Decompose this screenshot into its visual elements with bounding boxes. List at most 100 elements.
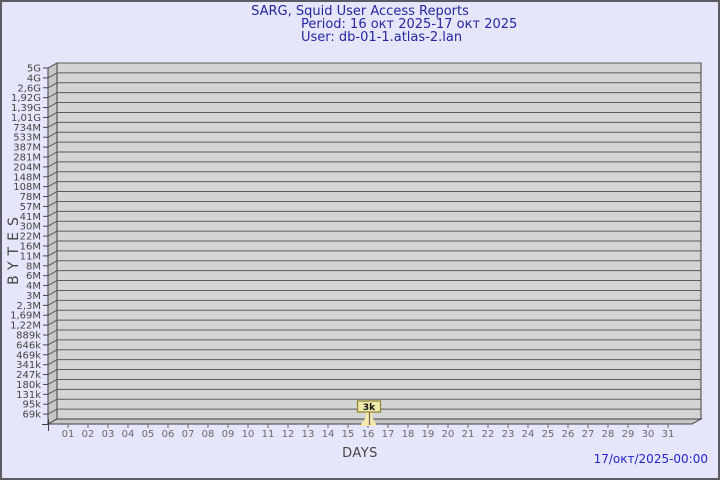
gridline-depth: [47, 201, 58, 207]
gridline-depth: [47, 329, 58, 336]
y-tick-label: 180k: [16, 380, 41, 391]
gridline-depth: [47, 270, 58, 277]
y-tick-label: 5G: [27, 64, 41, 75]
y-tick-label: 2,3M: [16, 301, 41, 312]
gridline-depth: [47, 250, 58, 257]
y-tick-label: 57M: [20, 202, 41, 213]
x-tick-label: 31: [662, 429, 675, 440]
gridline-depth: [47, 92, 58, 99]
y-tick-label: 4M: [26, 281, 41, 292]
report-user: User: db-01-1.atlas-2.lan: [301, 30, 463, 45]
gridline-depth: [47, 171, 58, 178]
y-tick-label: 533M: [13, 133, 41, 144]
x-tick-label: 17: [382, 429, 395, 440]
y-tick-label: 1,69M: [10, 311, 41, 322]
x-tick-label: 24: [522, 429, 535, 440]
gridline-depth: [47, 131, 58, 138]
x-tick-label: 22: [482, 429, 495, 440]
x-tick-label: 15: [342, 429, 355, 440]
x-tick-label: 08: [202, 429, 215, 440]
y-tick-label: 11M: [20, 251, 41, 262]
x-tick-label: 04: [122, 429, 135, 440]
y-tick-label: 78M: [20, 192, 41, 203]
y-tick-label: 1,92G: [11, 93, 41, 104]
gridline-depth: [47, 72, 58, 79]
gridline-depth: [47, 339, 58, 346]
y-tick-label: 148M: [13, 172, 41, 183]
gridline-depth: [47, 309, 58, 316]
y-tick-label: 2,6G: [17, 83, 41, 94]
gridline-depth: [47, 141, 58, 148]
gridline-depth: [47, 82, 58, 89]
gridline-depth: [47, 260, 58, 267]
x-tick-label: 12: [282, 429, 295, 440]
x-tick-label: 25: [542, 429, 555, 440]
y-tick-label: 387M: [13, 143, 41, 154]
y-tick-label: 469k: [16, 350, 41, 361]
gridline-depth: [47, 408, 58, 415]
x-tick-label: 27: [582, 429, 595, 440]
x-tick-label: 05: [142, 429, 155, 440]
x-tick-label: 26: [562, 429, 575, 440]
x-tick-label: 03: [102, 429, 115, 440]
gridline-depth: [47, 379, 58, 385]
y-tick-label: 247k: [16, 370, 41, 381]
x-tick-label: 07: [182, 429, 195, 440]
y-tick-label: 16M: [20, 242, 41, 253]
gridline-depth: [47, 210, 58, 217]
x-tick-label: 28: [602, 429, 615, 440]
gridline-depth: [47, 181, 58, 188]
gridline-depth: [47, 369, 58, 375]
x-tick-label: 10: [242, 429, 255, 440]
x-tick-label: 02: [82, 429, 95, 440]
gridline-depth: [47, 349, 58, 356]
x-tick-label: 30: [642, 429, 655, 440]
x-tick-label: 14: [322, 429, 335, 440]
bar-day-16: [360, 412, 377, 426]
generated-timestamp: 17/окт/2025-00:00: [593, 452, 708, 466]
report-period: Period: 16 окт 2025-17 окт 2025: [301, 17, 518, 32]
gridline-depth: [47, 290, 58, 296]
gridline-depth: [47, 299, 58, 306]
y-tick-label: 646k: [16, 340, 41, 351]
gridline-depth: [47, 398, 58, 405]
gridline-depth: [47, 388, 58, 395]
x-tick-label: 11: [262, 429, 275, 440]
y-tick-label: 131k: [16, 390, 41, 401]
y-tick-label: 3M: [26, 291, 41, 302]
gridline-depth: [47, 240, 58, 247]
gridline-depth: [47, 62, 58, 69]
gridline-depth: [47, 191, 58, 197]
x-tick-label: 19: [422, 429, 435, 440]
gridline-depth: [47, 102, 58, 108]
x-tick-label: 01: [62, 429, 75, 440]
y-tick-label: 281M: [13, 153, 41, 164]
x-tick-label: 09: [222, 429, 235, 440]
bar-value-label: 3k: [363, 403, 376, 413]
y-tick-label: 1,22M: [10, 321, 41, 332]
x-tick-label: 06: [162, 429, 175, 440]
x-tick-label: 13: [302, 429, 315, 440]
y-tick-label: 8M: [26, 261, 41, 272]
gridline-depth: [47, 121, 58, 128]
y-tick-label: 204M: [13, 162, 41, 173]
y-tick-label: 1,39G: [11, 103, 41, 114]
x-tick-label: 18: [402, 429, 415, 440]
gridline-depth: [47, 112, 58, 118]
y-tick-label: 6M: [26, 271, 41, 282]
y-tick-label: 41M: [20, 212, 41, 223]
gridline-depth: [47, 319, 58, 326]
bar-value-box: [356, 400, 382, 413]
y-tick-label: 95k: [22, 400, 41, 411]
y-tick-label: 889k: [16, 331, 41, 342]
x-tick-label: 16: [362, 429, 375, 440]
y-tick-label: 22M: [20, 232, 41, 243]
x-axis-title: DAYS: [342, 446, 378, 461]
gridline-depth: [47, 230, 58, 237]
gridline-depth: [47, 359, 58, 366]
x-tick-label: 29: [622, 429, 635, 440]
gridline-depth: [47, 220, 58, 227]
report-title: SARG, Squid User Access Reports: [251, 4, 469, 19]
